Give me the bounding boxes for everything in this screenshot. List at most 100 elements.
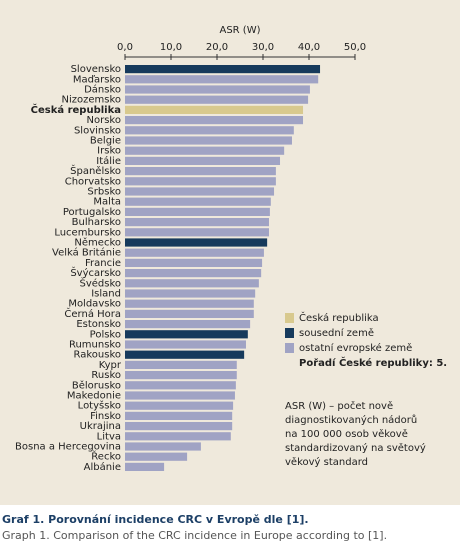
y-tick-label: Maďarsko — [73, 74, 121, 85]
bar — [125, 442, 201, 451]
y-tick-label: Česká republika — [31, 103, 121, 116]
y-tick-label: Německo — [74, 237, 121, 249]
y-tick-label: Černá Hora — [64, 307, 121, 320]
bar — [125, 228, 269, 237]
rank-note: Pořadí České republiky: 5. — [299, 356, 447, 369]
y-tick-label: Kypr — [99, 360, 122, 371]
bar — [125, 146, 285, 155]
bar — [125, 371, 237, 380]
bar — [125, 248, 264, 257]
y-tick-label: Norsko — [87, 115, 121, 126]
bar — [125, 156, 281, 165]
y-tick-label: Ukrajina — [80, 421, 121, 432]
x-tick-label: 30,0 — [252, 42, 274, 53]
axis-title: ASR (W) — [219, 25, 260, 36]
bar — [125, 136, 292, 145]
y-tick-label: Irsko — [97, 146, 121, 157]
bar — [125, 207, 270, 216]
bar — [125, 187, 275, 196]
y-tick-label: Moldavsko — [68, 299, 121, 310]
annotation: na 100 000 osob věkově — [285, 428, 408, 440]
y-tick-label: Srbsko — [87, 187, 121, 198]
x-tick-label: 50,0 — [344, 42, 366, 53]
y-tick-label: Litva — [97, 431, 121, 442]
bar — [125, 197, 271, 206]
y-tick-label: Rusko — [91, 370, 121, 381]
bar — [125, 422, 233, 431]
annotation: diagnostikovaných nádorů — [285, 414, 417, 426]
legend-swatch — [285, 328, 294, 338]
y-tick-label: Belgie — [90, 136, 121, 147]
caption-en: Graph 1. Comparison of the CRC incidence… — [2, 529, 387, 542]
annotation: standardizovaný na světový — [285, 442, 426, 454]
legend-label: sousední země — [299, 327, 374, 339]
legend-label: ostatní evropské země — [299, 342, 412, 354]
bar — [125, 391, 235, 400]
bar — [125, 350, 245, 359]
bar — [125, 330, 248, 339]
bar — [125, 95, 309, 104]
y-tick-label: Finsko — [90, 411, 121, 422]
y-tick-label: Bělorusko — [72, 379, 121, 391]
bar — [125, 289, 256, 298]
bar — [125, 340, 246, 349]
y-tick-label: Rumunsko — [69, 340, 121, 351]
y-tick-label: Portugalsko — [63, 207, 121, 218]
annotation: ASR (W) – počet nově — [285, 400, 393, 412]
y-tick-label: Francie — [85, 258, 121, 269]
bar — [125, 116, 304, 125]
bar — [125, 411, 233, 420]
x-tick-label: 20,0 — [206, 42, 228, 53]
y-tick-label: Island — [91, 289, 121, 300]
y-tick-label: Polsko — [90, 329, 121, 340]
y-tick-label: Slovensko — [71, 64, 121, 75]
y-tick-label: Lotyšsko — [78, 400, 121, 412]
y-tick-label: Rakousko — [73, 350, 121, 361]
bar — [125, 279, 259, 288]
y-tick-label: Švýcarsko — [70, 266, 121, 279]
y-tick-label: Švédsko — [79, 276, 121, 289]
bar — [125, 462, 165, 471]
bar — [125, 269, 262, 278]
bar — [125, 75, 319, 84]
legend-swatch — [285, 343, 294, 353]
bar — [125, 320, 251, 329]
bar — [125, 360, 237, 369]
y-tick-label: Estonsko — [76, 319, 121, 330]
caption: Graf 1. Porovnání incidence CRC v Evropě… — [2, 513, 309, 526]
legend-swatch — [285, 313, 294, 323]
bar — [125, 432, 231, 441]
y-tick-label: Španělsko — [70, 164, 121, 177]
bar — [125, 126, 294, 135]
bar — [125, 238, 268, 247]
annotation: věkový standard — [285, 456, 368, 468]
bar — [125, 177, 276, 186]
bar — [125, 105, 304, 114]
bar — [125, 85, 310, 94]
y-tick-label: Albánie — [84, 461, 121, 473]
y-tick-label: Chorvatsko — [65, 176, 121, 187]
y-tick-label: Bosna a Hercegovina — [15, 442, 121, 453]
bar — [125, 299, 254, 308]
y-tick-label: Slovinsko — [74, 125, 121, 136]
y-tick-label: Makedonie — [67, 391, 121, 402]
bar — [125, 381, 236, 390]
bar — [125, 218, 269, 227]
y-tick-label: Itálie — [96, 155, 121, 167]
y-tick-label: Velká Británie — [52, 247, 121, 259]
y-tick-label: Bulharsko — [72, 217, 121, 228]
bar — [125, 452, 188, 461]
y-tick-label: Lucembursko — [54, 227, 121, 238]
x-tick-label: 0,0 — [117, 42, 133, 53]
bar — [125, 401, 234, 410]
bar — [125, 65, 321, 74]
y-tick-label: Dánsko — [84, 84, 121, 96]
x-tick-label: 40,0 — [298, 42, 320, 53]
y-tick-label: Řecko — [91, 450, 121, 463]
bar — [125, 167, 276, 176]
bar — [125, 309, 254, 318]
y-tick-label: Nizozemsko — [61, 95, 121, 106]
x-tick-label: 10,0 — [160, 42, 182, 53]
y-tick-label: Malta — [93, 197, 121, 208]
